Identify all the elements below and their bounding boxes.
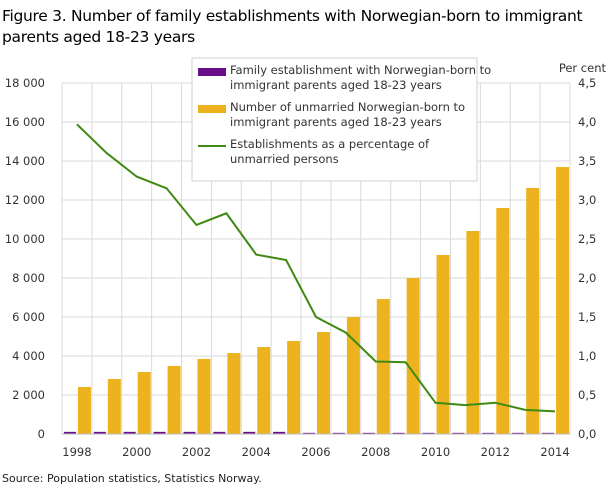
bar-unmarried bbox=[376, 299, 390, 434]
bar-family-establishment bbox=[512, 432, 525, 434]
bar-unmarried bbox=[197, 358, 211, 434]
bar-family-establishment bbox=[63, 431, 76, 434]
bar-family-establishment bbox=[362, 432, 375, 434]
legend-swatch bbox=[198, 68, 226, 76]
source-note: Source: Population statistics, Statistic… bbox=[2, 472, 262, 485]
legend-label: Number of unmarried Norwegian-born to imm… bbox=[230, 100, 465, 129]
bar-unmarried bbox=[346, 317, 360, 434]
legend-swatch bbox=[198, 105, 226, 113]
bar-family-establishment bbox=[183, 431, 196, 434]
x-tick-label: 1998 bbox=[62, 445, 91, 459]
x-tick-label: 2008 bbox=[361, 445, 390, 459]
line-percentage bbox=[76, 123, 556, 413]
x-tick-label: 2014 bbox=[540, 445, 569, 459]
bar-family-establishment bbox=[392, 432, 405, 434]
bar-unmarried bbox=[466, 231, 480, 434]
y-tick-label: 4 000 bbox=[12, 349, 45, 363]
x-tick-label: 2002 bbox=[182, 445, 211, 459]
y2-tick-label: 4,0 bbox=[578, 115, 596, 129]
bar-unmarried bbox=[287, 340, 301, 434]
bar-unmarried bbox=[137, 371, 151, 434]
y-tick-label: 2 000 bbox=[12, 388, 45, 402]
bar-unmarried bbox=[526, 187, 540, 434]
x-tick-label: 2006 bbox=[301, 445, 330, 459]
bar-family-establishment bbox=[123, 431, 136, 434]
bar-family-establishment bbox=[542, 432, 555, 434]
bar-unmarried bbox=[406, 278, 420, 434]
bar-family-establishment bbox=[332, 432, 345, 434]
bar-family-establishment bbox=[482, 432, 495, 434]
bar-unmarried bbox=[556, 167, 570, 435]
bar-family-establishment bbox=[213, 431, 226, 434]
bar-unmarried bbox=[227, 353, 241, 434]
bar-family-establishment bbox=[153, 431, 166, 434]
y2-axis-label: Per cent bbox=[559, 61, 607, 75]
chart-title: Figure 3. Number of family establishment… bbox=[2, 7, 583, 46]
y2-tick-label: 0,0 bbox=[578, 427, 596, 441]
bar-family-establishment bbox=[93, 431, 106, 434]
x-tick-label: 2000 bbox=[122, 445, 151, 459]
bar-family-establishment bbox=[243, 431, 256, 434]
bar-unmarried bbox=[107, 379, 121, 434]
y-tick-label: 12 000 bbox=[5, 193, 45, 207]
bar-family-establishment bbox=[273, 431, 286, 434]
bar-unmarried bbox=[436, 254, 450, 434]
y-tick-label: 0 bbox=[38, 427, 45, 441]
x-tick-label: 2012 bbox=[481, 445, 510, 459]
y-tick-label: 18 000 bbox=[5, 76, 45, 90]
bar-unmarried bbox=[167, 365, 181, 434]
y2-tick-label: 2,5 bbox=[578, 232, 596, 246]
y2-tick-label: 0,5 bbox=[578, 388, 596, 402]
legend-box bbox=[191, 57, 478, 182]
y-tick-label: 8 000 bbox=[12, 271, 45, 285]
x-tick-label: 2004 bbox=[242, 445, 271, 459]
y2-tick-label: 1,5 bbox=[578, 310, 596, 324]
bar-family-establishment bbox=[303, 432, 315, 434]
y2-tick-label: 2,0 bbox=[578, 271, 596, 285]
bar-unmarried bbox=[77, 387, 91, 434]
legend-label: Family establishment with Norwegian-born… bbox=[230, 63, 491, 92]
y-tick-label: 10 000 bbox=[5, 232, 45, 246]
legend-label: Establishments as a percentage of unmarri… bbox=[230, 137, 430, 166]
bar-family-establishment bbox=[422, 432, 435, 434]
y2-tick-label: 3,0 bbox=[578, 193, 596, 207]
y2-tick-label: 3,5 bbox=[578, 154, 596, 168]
x-tick-label: 2010 bbox=[421, 445, 450, 459]
bar-unmarried bbox=[317, 332, 330, 434]
bar-unmarried bbox=[496, 207, 510, 434]
y-tick-label: 16 000 bbox=[5, 115, 45, 129]
y2-tick-label: 4,5 bbox=[578, 76, 596, 90]
y2-tick-label: 1,0 bbox=[578, 349, 596, 363]
bar-family-establishment bbox=[452, 432, 465, 434]
bar-unmarried bbox=[257, 347, 271, 434]
y-tick-label: 6 000 bbox=[12, 310, 45, 324]
y-tick-label: 14 000 bbox=[5, 154, 45, 168]
